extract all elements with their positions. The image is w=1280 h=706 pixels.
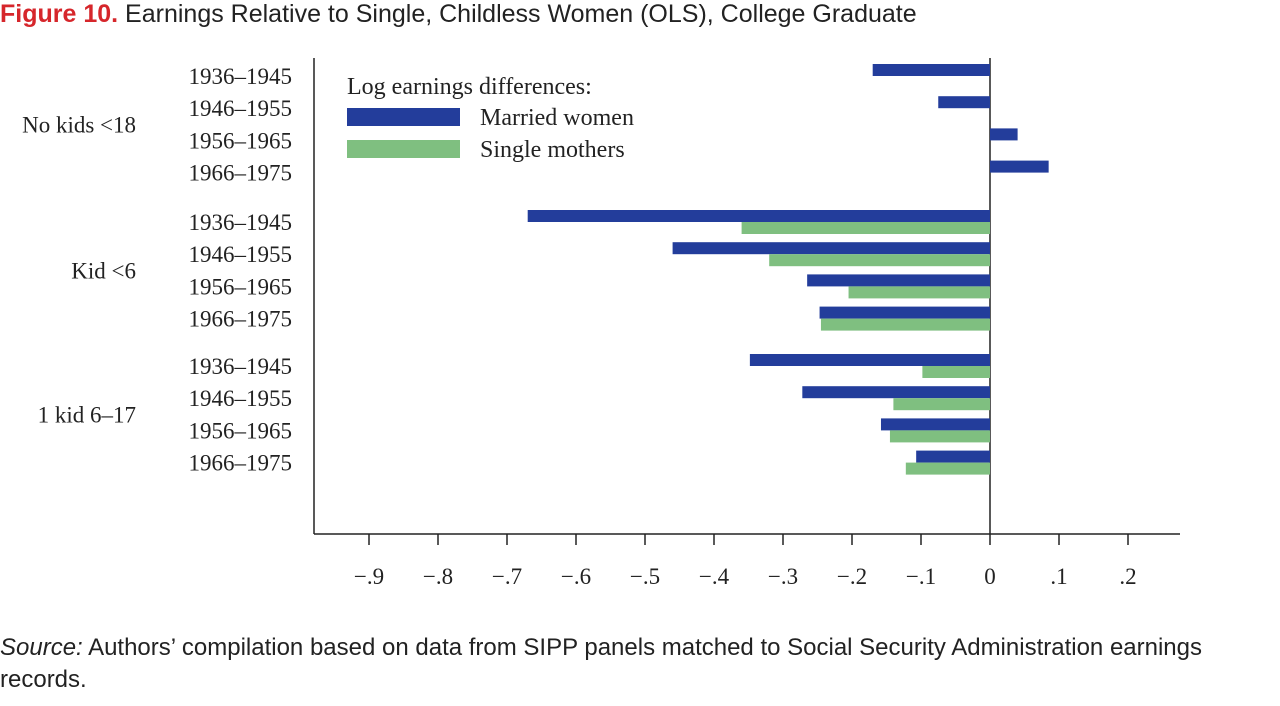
bar-married-women bbox=[802, 386, 990, 399]
row-label: 1946–1955 bbox=[189, 386, 293, 411]
legend-label-single: Single mothers bbox=[480, 137, 625, 163]
bar-married-women bbox=[872, 64, 990, 76]
x-tick-label: −.9 bbox=[354, 564, 384, 589]
bar-single-mothers bbox=[893, 398, 990, 411]
row-label: 1936–1945 bbox=[189, 354, 293, 379]
row-label: 1956–1965 bbox=[189, 274, 293, 299]
bar-married-women bbox=[938, 96, 990, 109]
bar-chart: −.9 −.8 −.7 −.6 −.5 −.4 −.3 −.2 −.1 0 .1 .2 No kids … bbox=[22, 58, 1180, 589]
row-label: 1966–1975 bbox=[189, 451, 293, 476]
bar-married-women bbox=[527, 210, 990, 222]
bar-married-women bbox=[819, 306, 990, 319]
figure-title-text: Earnings Relative to Single, Childless W… bbox=[125, 0, 917, 28]
bar-married-women bbox=[807, 274, 990, 287]
bar-married-women bbox=[916, 450, 990, 463]
bar-single-mothers bbox=[922, 366, 990, 378]
row-label: 1956–1965 bbox=[189, 418, 293, 443]
group-label: No kids <18 bbox=[22, 112, 136, 137]
bar-single-mothers bbox=[741, 222, 990, 234]
group-label: 1 kid 6–17 bbox=[38, 402, 136, 427]
group-label: Kid <6 bbox=[71, 258, 136, 283]
bar-married-women bbox=[672, 242, 990, 255]
figure-title: Figure 10. Earnings Relative to Single, … bbox=[0, 0, 1280, 28]
row-label: 1936–1945 bbox=[189, 64, 293, 89]
source-text: Authors’ compilation based on data from … bbox=[0, 634, 1202, 693]
source-note: Source: Authors’ compilation based on da… bbox=[0, 632, 1280, 696]
x-tick-label: −.7 bbox=[492, 564, 522, 589]
x-tick-label: −.5 bbox=[630, 564, 660, 589]
bar-single-mothers bbox=[905, 462, 990, 475]
row-label: 1946–1955 bbox=[189, 242, 293, 267]
x-tick-label: .1 bbox=[1050, 564, 1067, 589]
bar-single-mothers bbox=[889, 430, 990, 443]
x-tick-label: 0 bbox=[984, 564, 996, 589]
x-tick-label: −.6 bbox=[561, 564, 591, 589]
bar-married-women bbox=[990, 160, 1049, 173]
x-tick-label: −.2 bbox=[837, 564, 867, 589]
legend-swatch-single bbox=[347, 140, 460, 158]
legend-title: Log earnings differences: bbox=[347, 74, 592, 100]
x-tick-label: −.4 bbox=[699, 564, 730, 589]
source-label: Source: bbox=[0, 634, 83, 661]
row-label: 1966–1975 bbox=[189, 161, 293, 186]
x-tick-label: −.1 bbox=[906, 564, 936, 589]
bar-married-women bbox=[749, 354, 990, 366]
x-tick-label: −.3 bbox=[768, 564, 798, 589]
row-label: 1936–1945 bbox=[189, 210, 293, 235]
bar-single-mothers bbox=[820, 318, 990, 331]
row-label: 1946–1955 bbox=[189, 96, 293, 121]
x-tick-label: −.8 bbox=[423, 564, 453, 589]
bar-married-women bbox=[880, 418, 990, 431]
row-label: 1956–1965 bbox=[189, 128, 293, 153]
bar-single-mothers bbox=[769, 254, 990, 267]
row-label: 1966–1975 bbox=[189, 307, 293, 332]
bar-single-mothers bbox=[848, 286, 990, 299]
figure-label: Figure 10. bbox=[0, 0, 119, 28]
legend-swatch-married bbox=[347, 108, 460, 126]
bar-married-women bbox=[990, 128, 1018, 141]
x-tick-label: .2 bbox=[1119, 564, 1136, 589]
legend-label-married: Married women bbox=[480, 105, 634, 131]
